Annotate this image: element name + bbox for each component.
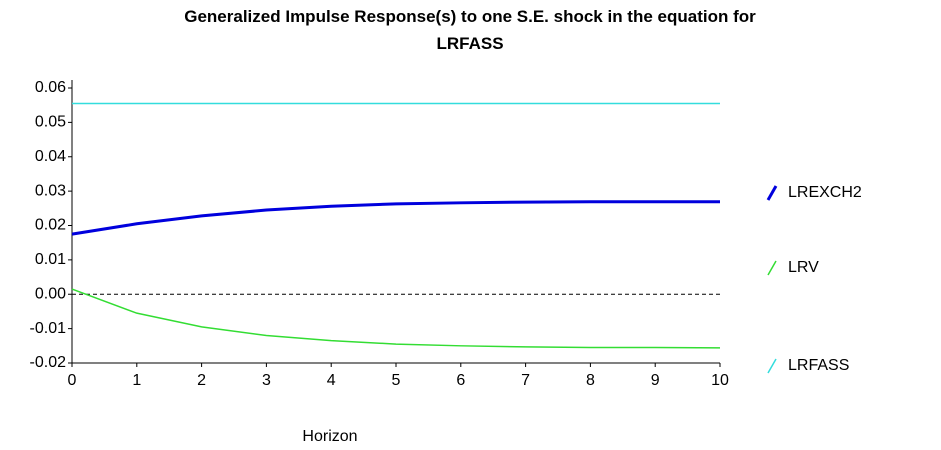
legend-label: LREXCH2 [788, 184, 862, 201]
y-tick-label: -0.02 [30, 354, 67, 371]
series-line [71, 288, 721, 349]
legend-marker [766, 185, 778, 201]
x-tick-label: 10 [711, 372, 729, 389]
legend-label: LRFASS [788, 357, 849, 374]
y-tick-label: 0.01 [35, 251, 66, 268]
y-tick-label: 0.04 [35, 148, 66, 165]
chart-title: Generalized Impulse Response(s) to one S… [184, 7, 756, 53]
x-axis-label: Horizon [302, 428, 357, 445]
x-tick-label: 4 [327, 372, 336, 389]
x-tick-label: 7 [521, 372, 530, 389]
x-tick-label: 3 [262, 372, 271, 389]
y-tick-label: 0.05 [35, 114, 66, 131]
y-tick-label: 0.03 [35, 182, 66, 199]
x-tick-label: 9 [651, 372, 660, 389]
y-tick-label: 0.02 [35, 217, 66, 234]
legend-label: LRV [788, 259, 819, 276]
x-tick-label: 1 [132, 372, 141, 389]
x-tick-label: 0 [68, 372, 77, 389]
x-tick-label: 6 [456, 372, 465, 389]
x-tick-label: 8 [586, 372, 595, 389]
x-tick-label: 5 [392, 372, 401, 389]
y-tick-label: 0.06 [35, 79, 66, 96]
y-tick-label: -0.01 [30, 320, 67, 337]
x-tick-label: 2 [197, 372, 206, 389]
legend-marker [767, 358, 777, 374]
series-line [71, 200, 720, 236]
legend-marker [767, 260, 777, 276]
y-tick-label: 0.00 [35, 285, 66, 302]
